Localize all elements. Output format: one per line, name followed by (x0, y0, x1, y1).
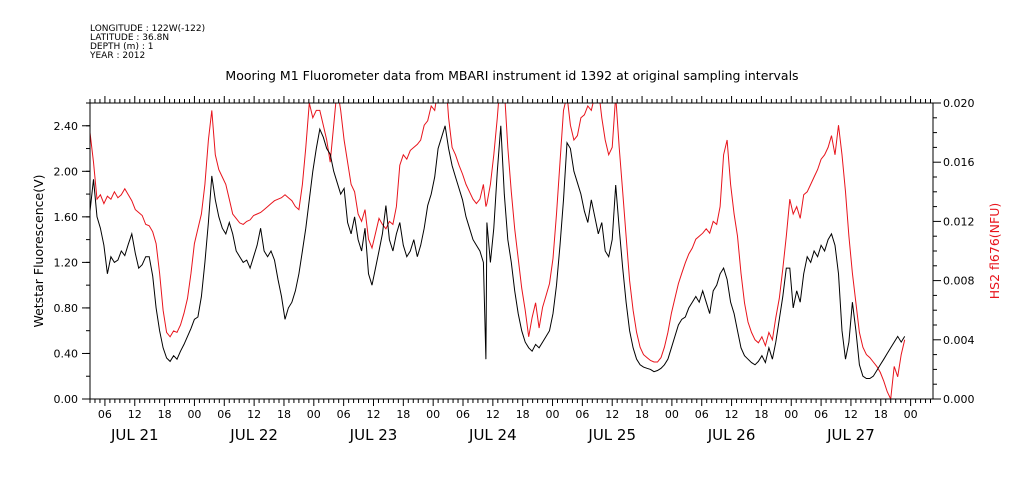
x-tick-label: 18 (516, 408, 530, 421)
y-tick-label: 2.40 (54, 120, 79, 133)
x-tick-label: 00 (904, 408, 918, 421)
y2-tick-label: 0.000 (943, 393, 975, 406)
x-day-label: JUL 26 (707, 426, 756, 444)
x-tick-label: 00 (546, 408, 560, 421)
y-tick-label: 0.00 (54, 393, 79, 406)
x-tick-label: 12 (844, 408, 858, 421)
x-tick-label: 00 (187, 408, 201, 421)
x-tick-label: 12 (128, 408, 142, 421)
x-tick-label: 18 (874, 408, 888, 421)
header-info: LONGITUDE : 122W(-122) LATITUDE : 36.8N … (89, 24, 205, 61)
x-tick-label: 18 (635, 408, 649, 421)
y-tick-label: 1.60 (54, 211, 79, 224)
y2-tick-label: 0.008 (943, 275, 975, 288)
x-day-label: JUL 24 (468, 426, 517, 444)
x-tick-label: 00 (784, 408, 798, 421)
x-tick-label: 12 (247, 408, 261, 421)
x-tick-label: 06 (217, 408, 231, 421)
x-tick-label: 06 (337, 408, 351, 421)
x-tick-label: 06 (575, 408, 589, 421)
header-line-depth: DEPTH (m) : 1 (90, 42, 153, 52)
x-day-label: JUL 27 (826, 426, 875, 444)
header-line-longitude: LONGITUDE : 122W(-122) (90, 24, 205, 34)
y-tick-label: 0.80 (54, 302, 79, 315)
x-day-label: JUL 21 (110, 426, 159, 444)
y-tick-label: 1.20 (54, 256, 79, 269)
y-axis-label: Wetstar Fluorescence(V) (31, 174, 46, 327)
x-tick-label: 18 (277, 408, 291, 421)
y2-tick-label: 0.020 (943, 97, 975, 110)
x-tick-label: 06 (98, 408, 112, 421)
series-line-black (90, 125, 906, 379)
header-line-latitude: LATITUDE : 36.8N (90, 33, 169, 43)
x-tick-label: 18 (396, 408, 410, 421)
right-axis-ticks: 0.000 0.004 0.008 0.012 0.016 0.020 (933, 97, 975, 406)
plot-frame (89, 102, 934, 400)
x-day-label: JUL 23 (349, 426, 398, 444)
chart-title: Mooring M1 Fluorometer data from MBARI i… (225, 68, 798, 83)
x-tick-label: 06 (695, 408, 709, 421)
y2-tick-label: 0.016 (943, 156, 975, 169)
x-tick-label: 00 (426, 408, 440, 421)
header-line-year: YEAR : 2012 (89, 51, 145, 61)
x-tick-label: 12 (486, 408, 500, 421)
x-tick-label: 18 (158, 408, 172, 421)
x-tick-label: 00 (307, 408, 321, 421)
y2-tick-label: 0.004 (943, 334, 975, 347)
y2-tick-label: 0.012 (943, 215, 975, 228)
x-tick-label: 12 (725, 408, 739, 421)
y-tick-label: 0.40 (54, 347, 79, 360)
left-axis-ticks: 0.00 0.40 0.80 1.20 1.60 2.00 2.40 (54, 102, 90, 406)
x-tick-label: 06 (456, 408, 470, 421)
x-tick-label: 18 (754, 408, 768, 421)
x-tick-label: 00 (665, 408, 679, 421)
x-day-label: JUL 22 (229, 426, 278, 444)
x-axis-ticks: 06 12 18 00 06 12 18 00 06 12 18 00 06 12 18 00 06 12 18 00… (89, 96, 932, 444)
x-tick-label: 06 (814, 408, 828, 421)
x-day-label: JUL 25 (587, 426, 636, 444)
series-line-red (90, 103, 906, 399)
x-tick-label: 12 (605, 408, 619, 421)
y-tick-label: 2.00 (54, 165, 79, 178)
x-tick-label: 12 (366, 408, 380, 421)
y2-axis-label: HS2 fl676(NFU) (987, 203, 1002, 299)
